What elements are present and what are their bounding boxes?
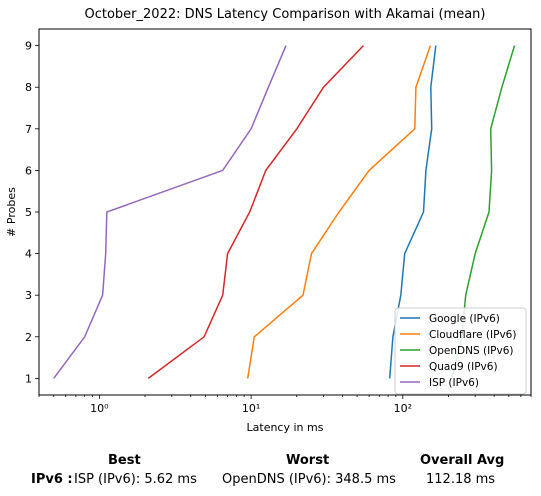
legend-entry: Quad9 (IPv6) bbox=[429, 361, 498, 373]
legend: Google (IPv6) Cloudflare (IPv6) OpenDNS (I… bbox=[394, 307, 527, 395]
chart-title: October_2022: DNS Latency Comparison wit… bbox=[85, 7, 486, 22]
series-line-4 bbox=[53, 45, 287, 379]
y-tick-label: 6 bbox=[25, 164, 32, 177]
y-tick-label: 2 bbox=[25, 331, 32, 344]
best-header: Best bbox=[108, 453, 141, 468]
x-tick-label: 10¹ bbox=[242, 402, 260, 415]
legend-entry: Cloudflare (IPv6) bbox=[429, 329, 516, 341]
series-line-3 bbox=[147, 45, 364, 380]
row-label: IPv6 : bbox=[31, 472, 73, 487]
plot-frame bbox=[38, 28, 532, 396]
y-tick-label: 5 bbox=[25, 206, 32, 219]
overall-avg-value: 112.18 ms bbox=[426, 472, 496, 487]
overall-avg-header: Overall Avg bbox=[420, 453, 505, 468]
x-axis-label: Latency in ms bbox=[247, 421, 324, 434]
legend-box bbox=[394, 307, 527, 395]
y-tick-label: 8 bbox=[25, 81, 32, 94]
x-tick-label: 10² bbox=[394, 402, 412, 415]
worst-value: OpenDNS (IPv6): 348.5 ms bbox=[222, 472, 396, 487]
y-tick-label: 4 bbox=[25, 248, 32, 261]
y-tick-label: 9 bbox=[25, 40, 32, 53]
series-line-1 bbox=[246, 45, 432, 379]
best-value: ISP (IPv6): 5.62 ms bbox=[74, 472, 197, 487]
legend-entry: ISP (IPv6) bbox=[429, 377, 479, 389]
x-tick-label: 10⁰ bbox=[90, 402, 109, 415]
y-tick-label: 1 bbox=[25, 372, 32, 385]
y-axis-label: # Probes bbox=[5, 187, 18, 237]
legend-entry: OpenDNS (IPv6) bbox=[429, 345, 514, 357]
y-tick-label: 7 bbox=[25, 123, 32, 136]
latency-chart: October_2022: DNS Latency Comparison wit… bbox=[5, 7, 532, 434]
y-tick-label: 3 bbox=[25, 289, 32, 302]
worst-header: Worst bbox=[286, 453, 330, 468]
legend-entry: Google (IPv6) bbox=[429, 313, 500, 325]
